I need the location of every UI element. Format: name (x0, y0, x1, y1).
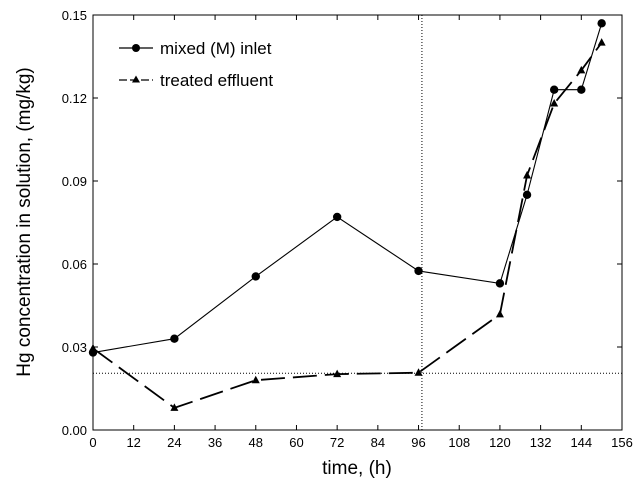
data-point-treated-effluent (495, 309, 504, 318)
series-line-treated-effluent (92, 42, 603, 409)
plot-area-frame (92, 14, 623, 431)
data-point-mixed-inlet (577, 85, 586, 94)
data-point-mixed-inlet (549, 85, 559, 94)
data-point-treated-effluent (333, 369, 342, 378)
x-tick-label: 12 (126, 435, 140, 450)
data-point-mixed-inlet (251, 272, 260, 281)
data-point-treated-effluent (170, 403, 179, 411)
x-tick-label: 96 (411, 435, 425, 450)
data-point-treated-effluent (89, 343, 97, 352)
x-tick-label: 132 (530, 435, 552, 450)
data-point-mixed-inlet (332, 212, 342, 222)
data-point-treated-effluent (597, 38, 606, 46)
y-axis-ticks: 0.00 0.03 0.06 0.09 0.12 0.15 (62, 8, 622, 438)
y-tick-label: 0.12 (62, 91, 87, 106)
data-point-mixed-inlet (414, 266, 423, 276)
legend-label-treated-effluent: treated effluent (160, 71, 273, 90)
legend: mixed (M) inlet treated effluent (119, 39, 273, 90)
y-axis-title: Hg concentration in solution, (mg/kg) (14, 67, 35, 376)
y-tick-label: 0.09 (62, 174, 87, 189)
legend-marker-triangle-icon (132, 75, 140, 83)
x-tick-label: 108 (448, 435, 470, 450)
data-point-treated-effluent (523, 170, 532, 179)
x-tick-label: 60 (289, 435, 303, 450)
x-tick-label: 0 (89, 435, 96, 450)
data-point-treated-effluent (251, 375, 260, 384)
legend-label-mixed-inlet: mixed (M) inlet (160, 39, 272, 58)
y-tick-label: 0.00 (62, 423, 87, 438)
data-point-treated-effluent (550, 99, 559, 107)
data-point-mixed-inlet (495, 279, 505, 288)
x-tick-label: 84 (371, 435, 385, 450)
data-point-treated-effluent (577, 65, 586, 74)
data-point-treated-effluent (414, 368, 423, 376)
data-point-mixed-inlet (522, 190, 532, 200)
x-tick-label: 120 (489, 435, 511, 450)
data-point-mixed-inlet (170, 334, 179, 343)
y-tick-label: 0.15 (62, 8, 87, 23)
series-line-mixed-inlet (92, 23, 603, 354)
y-tick-label: 0.06 (62, 257, 87, 272)
x-tick-label: 156 (611, 435, 633, 450)
x-tick-label: 144 (570, 435, 592, 450)
x-tick-label: 24 (167, 435, 181, 450)
data-point-mixed-inlet (597, 19, 606, 28)
x-axis-ticks: 0 12 24 36 48 60 72 84 96 108 120 132 144 156 (89, 15, 633, 450)
x-axis-title: time, (h) (322, 458, 392, 479)
x-tick-label: 72 (330, 435, 344, 450)
legend-marker-circle-icon (132, 44, 140, 52)
x-tick-label: 48 (249, 435, 263, 450)
series-layer (88, 19, 606, 411)
y-tick-label: 0.03 (62, 340, 87, 355)
x-tick-label: 36 (208, 435, 222, 450)
